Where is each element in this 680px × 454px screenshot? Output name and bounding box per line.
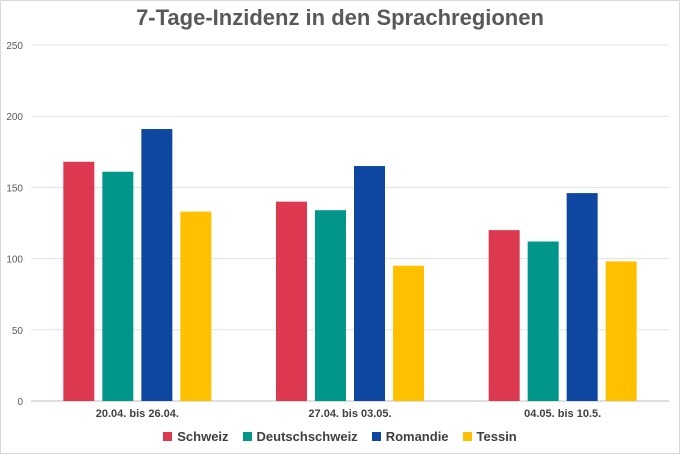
gridlines xyxy=(31,44,669,402)
legend-label-deutschschweiz: Deutschschweiz xyxy=(256,429,358,444)
y-tick-label: 0 xyxy=(17,397,23,408)
bar-romandie-2 xyxy=(566,193,598,401)
x-tick-label: 20.04. bis 26.04. xyxy=(96,408,179,420)
legend-item-romandie: Romandie xyxy=(371,429,449,444)
legend-swatch-deutschschweiz xyxy=(242,432,252,441)
y-tick-label: 50 xyxy=(12,326,24,337)
bar-deutschschweiz-0 xyxy=(102,171,134,401)
legend-item-tessin: Tessin xyxy=(462,429,517,444)
legend-swatch-schweiz xyxy=(163,432,173,441)
legend-swatch-tessin xyxy=(462,432,472,441)
x-tick-label: 27.04. bis 03.05. xyxy=(308,408,391,420)
x-axis-ticks: 20.04. bis 26.04. 27.04. bis 03.05. 04.05.… xyxy=(96,408,601,420)
legend-swatch-romandie xyxy=(371,432,381,441)
bar-deutschschweiz-2 xyxy=(527,241,559,401)
bar-tessin-1 xyxy=(393,265,424,401)
y-tick-label: 200 xyxy=(6,112,23,123)
legend: Schweiz Deutschschweiz Romandie Tessin xyxy=(1,429,679,444)
bar-tessin-0 xyxy=(180,211,212,401)
x-tick-label: 04.05. bis 10.5. xyxy=(524,408,601,420)
legend-item-schweiz: Schweiz xyxy=(163,429,229,444)
legend-item-deutschschweiz: Deutschschweiz xyxy=(242,429,358,444)
bars xyxy=(63,129,637,402)
chart-title: 7-Tage-Inzidenz in den Sprachregionen xyxy=(136,5,544,30)
y-tick-label: 250 xyxy=(6,41,23,52)
bar-romandie-1 xyxy=(354,166,385,401)
y-tick-label: 150 xyxy=(6,183,23,194)
bar-tessin-2 xyxy=(605,261,637,401)
legend-label-schweiz: Schweiz xyxy=(177,429,229,444)
bar-romandie-0 xyxy=(141,129,173,402)
y-tick-label: 100 xyxy=(6,255,23,266)
legend-label-romandie: Romandie xyxy=(385,429,449,444)
bar-schweiz-2 xyxy=(488,230,520,401)
bar-deutschschweiz-1 xyxy=(315,210,346,401)
bar-schweiz-1 xyxy=(276,201,307,401)
bar-schweiz-0 xyxy=(63,161,95,401)
legend-label-tessin: Tessin xyxy=(476,429,517,444)
y-axis-ticks: 0 50 100 150 200 250 xyxy=(6,41,23,408)
